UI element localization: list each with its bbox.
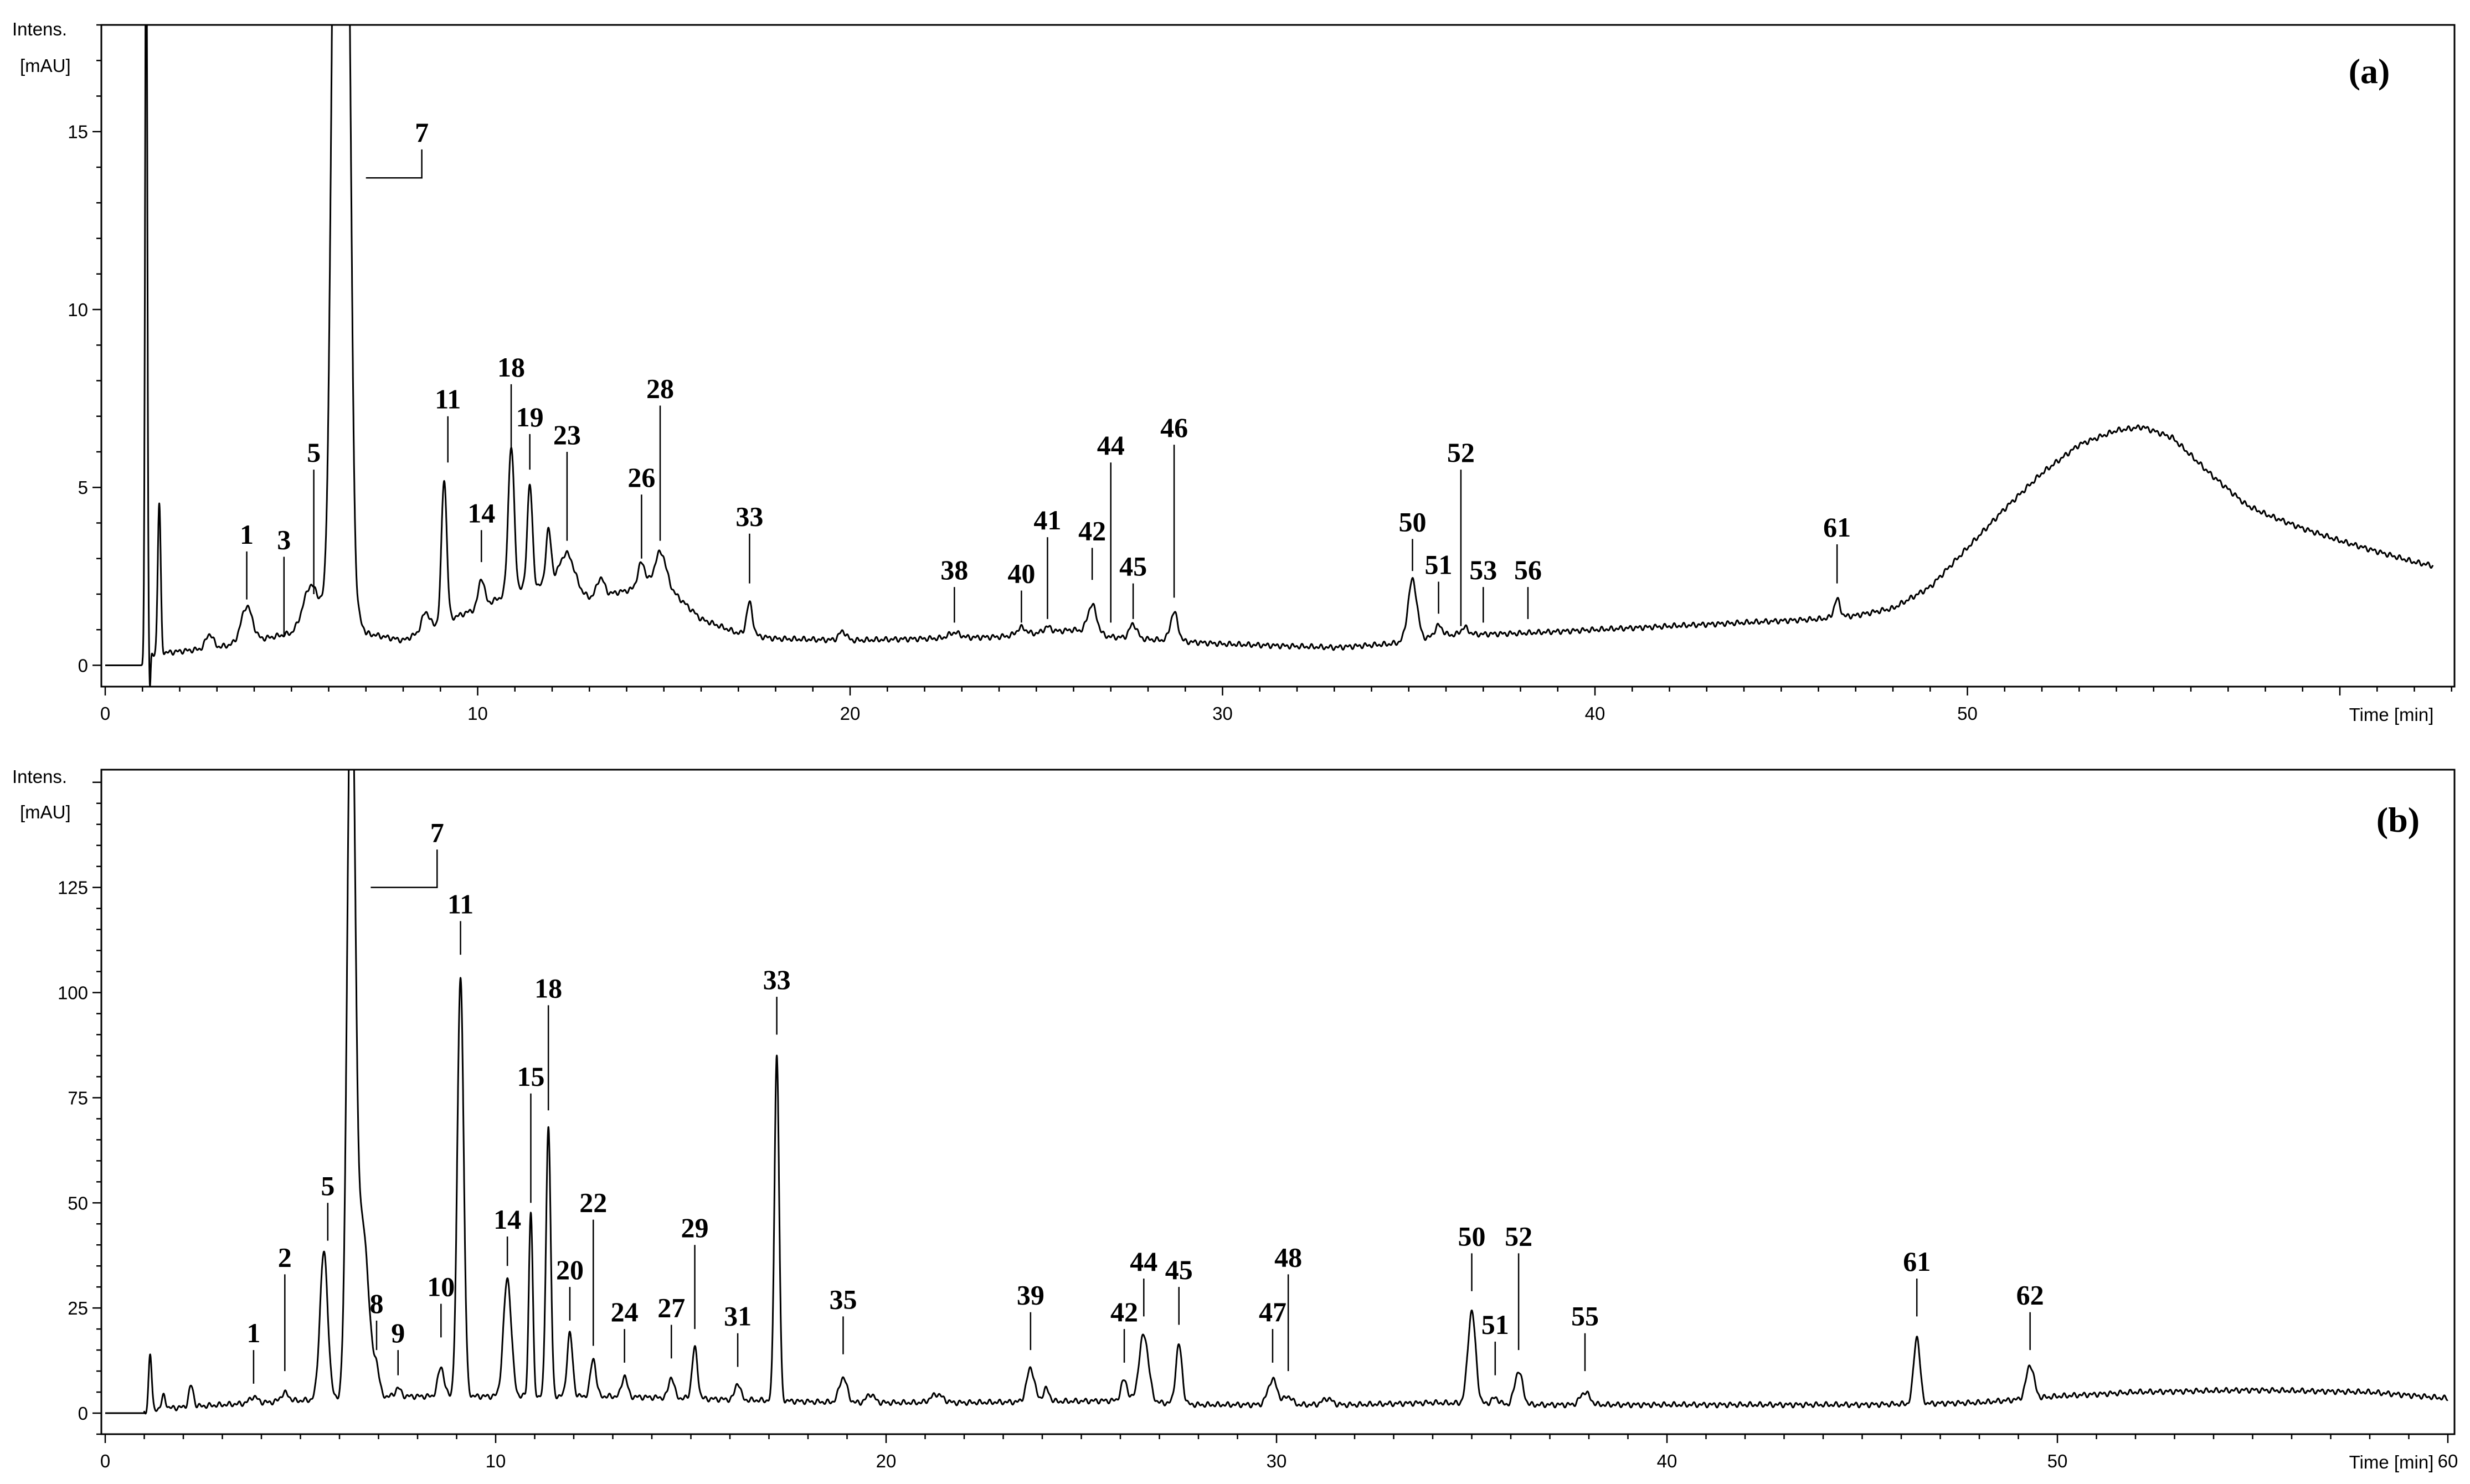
y-axis-label-line2: [mAU]	[20, 802, 71, 822]
y-axis-label-line1: Intens.	[12, 766, 67, 787]
x-tick-label: 50	[1957, 703, 1978, 724]
y-axis-label-line1: Intens.	[12, 19, 67, 39]
peak-18-label: 18	[534, 972, 562, 1003]
peak-5-label: 5	[307, 437, 321, 468]
peak-48-label: 48	[1274, 1241, 1302, 1272]
panel-label: (b)	[2376, 800, 2420, 839]
peak-44-label: 44	[1130, 1246, 1157, 1277]
peak-61-label: 61	[1903, 1246, 1931, 1277]
y-tick-label: 0	[78, 1403, 88, 1424]
peak-40-label: 40	[1007, 558, 1035, 589]
peak-7-label: 7	[430, 817, 444, 848]
peak-45-label: 45	[1119, 551, 1147, 582]
peak-7-label: 7	[415, 117, 429, 148]
peak-51-label: 51	[1481, 1309, 1509, 1340]
chromatogram-panel-a: Intens. [mAU] Time [min] (a) 0 10 20 30 40 50…	[12, 19, 2456, 725]
peak-11-label: 11	[447, 888, 474, 919]
peak-8-label: 8	[369, 1288, 383, 1319]
x-tick-label: 10	[467, 703, 488, 724]
peak-45-label: 45	[1165, 1254, 1193, 1285]
peak-1-label: 1	[246, 1317, 260, 1348]
x-tick-label: 30	[1212, 703, 1233, 724]
peak-62-label: 62	[2016, 1280, 2044, 1311]
peak-14-label: 14	[493, 1204, 521, 1235]
peak-33-label: 33	[763, 964, 791, 995]
peak-56-label: 56	[1514, 554, 1542, 585]
peak-33-label: 33	[735, 501, 763, 532]
panel-label: (a)	[2349, 51, 2390, 91]
peak-50-label: 50	[1458, 1220, 1486, 1251]
x-tick-label: 40	[1585, 703, 1606, 724]
peak-29-label: 29	[681, 1212, 709, 1243]
peak-14-label: 14	[467, 497, 495, 528]
peak-42-label: 42	[1078, 515, 1106, 546]
y-tick-label: 5	[78, 477, 88, 498]
peak-27-label: 27	[657, 1292, 685, 1323]
peak-46-label: 46	[1160, 412, 1188, 443]
chromatogram-panel-b: Intens. [mAU] Time [min] (b) 0 10 20 30 40 50…	[12, 766, 2458, 1472]
peak-61-label: 61	[1823, 512, 1851, 543]
y-tick-label: 10	[68, 300, 88, 320]
peak-51-label: 51	[1425, 549, 1453, 580]
peak-31-label: 31	[724, 1301, 752, 1332]
x-tick-label: 60	[2438, 1451, 2458, 1471]
x-tick-label: 0	[100, 1451, 110, 1471]
y-tick-label: 125	[58, 878, 88, 898]
peak-44-label: 44	[1097, 430, 1125, 461]
plot-frame	[100, 769, 2456, 1435]
x-tick-label: 50	[2047, 1451, 2068, 1471]
peak-3-label: 3	[277, 524, 291, 555]
peak-20-label: 20	[556, 1254, 584, 1285]
peak-50-label: 50	[1398, 506, 1426, 537]
peak-23-label: 23	[553, 419, 581, 450]
peak-26-label: 26	[627, 462, 655, 493]
peak-22-label: 22	[579, 1187, 607, 1218]
peak-47-label: 47	[1259, 1296, 1287, 1327]
peak-7-marker	[366, 149, 423, 179]
signal-trace	[104, 25, 2434, 687]
y-tick-label: 75	[68, 1088, 88, 1108]
peak-7-marker	[371, 849, 438, 888]
y-axis-label-line2: [mAU]	[20, 55, 71, 76]
plot-frame	[100, 24, 2456, 688]
peak-41-label: 41	[1033, 504, 1061, 535]
x-tick-label: 30	[1267, 1451, 1287, 1471]
y-tick-label: 25	[68, 1298, 88, 1318]
peak-55-label: 55	[1571, 1301, 1599, 1332]
peak-2-label: 2	[278, 1241, 292, 1272]
x-tick-label: 20	[876, 1451, 897, 1471]
y-tick-label: 15	[68, 122, 88, 142]
peak-52-label: 52	[1447, 437, 1475, 468]
peak-28-label: 28	[646, 373, 674, 404]
peak-38-label: 38	[940, 554, 968, 585]
signal-trace	[104, 770, 2449, 1415]
peak-19-label: 19	[516, 401, 544, 432]
peak-18-label: 18	[497, 352, 525, 383]
y-tick-label: 50	[68, 1193, 88, 1213]
peak-11-label: 11	[435, 384, 461, 415]
x-tick-label: 10	[486, 1451, 506, 1471]
x-axis-label: Time [min]	[2349, 704, 2434, 725]
peak-10-label: 10	[427, 1271, 455, 1302]
peak-39-label: 39	[1017, 1280, 1044, 1311]
peak-5-label: 5	[321, 1170, 335, 1201]
peak-9-label: 9	[391, 1317, 405, 1348]
peak-52-label: 52	[1505, 1220, 1532, 1251]
peak-24-label: 24	[611, 1296, 639, 1327]
peak-35-label: 35	[829, 1284, 857, 1315]
peak-42-label: 42	[1110, 1296, 1138, 1327]
peak-1-label: 1	[240, 519, 254, 550]
x-tick-label: 20	[840, 703, 861, 724]
x-tick-label: 40	[1657, 1451, 1677, 1471]
peak-53-label: 53	[1469, 554, 1497, 585]
y-tick-label: 0	[78, 655, 88, 676]
x-tick-label: 0	[100, 703, 110, 724]
peak-15-label: 15	[517, 1061, 544, 1092]
y-tick-label: 100	[58, 983, 88, 1003]
x-axis-label: Time [min]	[2349, 1452, 2434, 1472]
